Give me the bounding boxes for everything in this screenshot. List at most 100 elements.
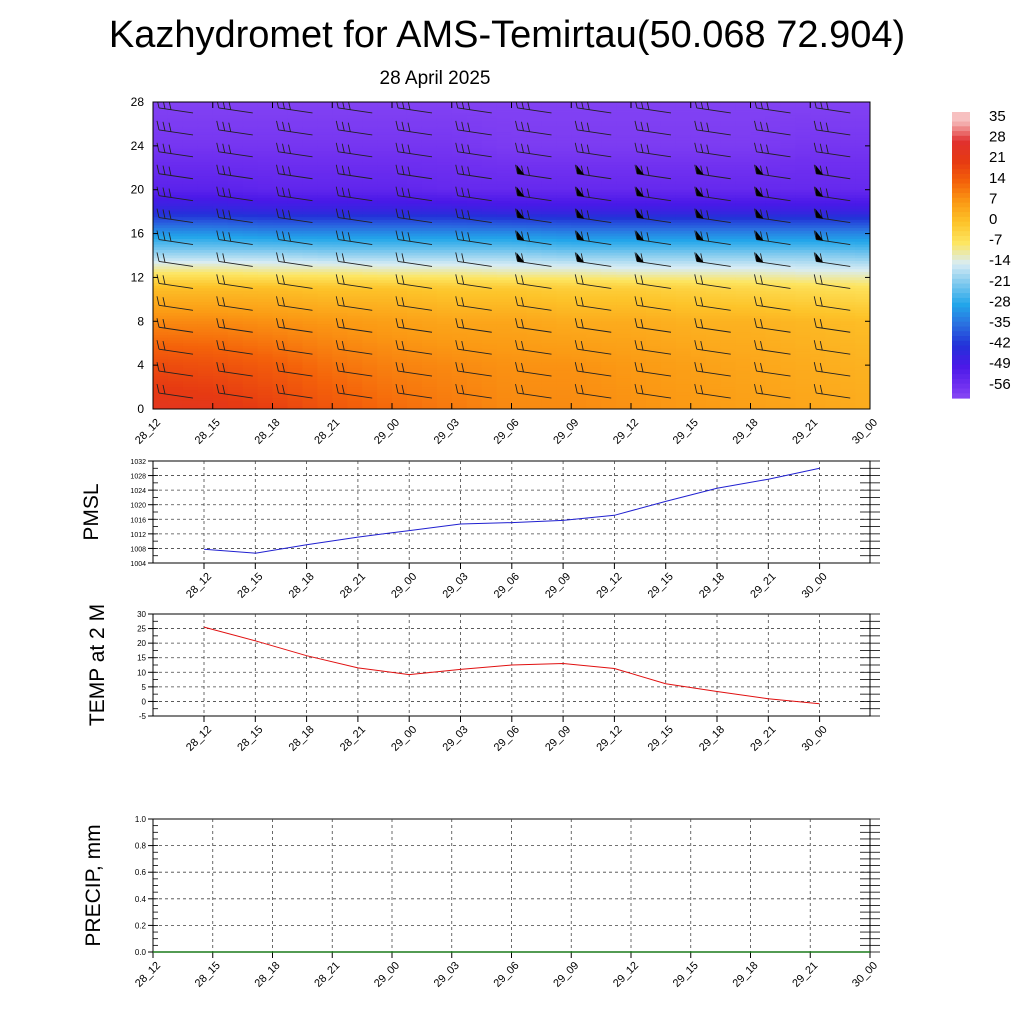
temperature-cell	[436, 195, 453, 199]
temperature-cell	[406, 222, 423, 226]
temperature-cell	[616, 112, 632, 117]
temperature-cell	[317, 280, 333, 284]
temperature-cell	[362, 148, 378, 152]
temperature-cell	[197, 112, 214, 117]
temperature-cell	[556, 376, 572, 380]
temperature-cell	[227, 340, 244, 344]
temperature-cell	[511, 280, 528, 284]
temperature-cell	[347, 222, 363, 226]
temperature-cell	[526, 140, 542, 144]
temperature-cell	[780, 208, 796, 213]
temperature-cell	[481, 332, 498, 336]
temperature-cell	[720, 381, 737, 385]
temperature-cell	[780, 381, 796, 385]
temperature-cell	[511, 373, 528, 377]
temperature-cell	[332, 239, 348, 243]
temperature-cell	[362, 340, 378, 344]
temperature-cell	[705, 143, 722, 147]
temperature-cell	[675, 115, 692, 120]
temperature-cell	[362, 370, 378, 374]
temperature-cell	[526, 154, 542, 158]
temperature-cell	[855, 274, 870, 279]
temperature-cell	[601, 293, 617, 298]
temperature-cell	[496, 274, 513, 279]
temperature-cell	[840, 126, 856, 131]
temperature-cell	[750, 145, 767, 150]
temperature-cell	[780, 104, 796, 109]
temperature-cell	[197, 211, 214, 215]
temperature-cell	[377, 206, 393, 210]
temperature-cell	[197, 345, 214, 350]
temperature-cell	[182, 233, 199, 237]
temperature-cell	[765, 104, 781, 109]
temperature-cell	[705, 359, 722, 363]
temperature-cell	[765, 258, 781, 262]
temperature-cell	[750, 151, 767, 155]
temperature-cell	[332, 293, 348, 298]
temperature-cell	[855, 211, 870, 215]
temperature-cell	[660, 343, 677, 347]
temperature-cell	[466, 260, 483, 265]
temperature-cell	[302, 337, 318, 342]
temperature-cell	[227, 244, 244, 248]
temperature-cell	[780, 148, 796, 152]
temperature-cell	[735, 126, 752, 131]
temperature-cell	[317, 271, 333, 276]
temperature-cell	[332, 359, 348, 363]
temperature-cell	[496, 107, 513, 111]
temperature-cell	[421, 118, 438, 122]
temperature-cell	[227, 241, 244, 246]
temperature-cell	[511, 244, 528, 248]
temperature-cell	[511, 118, 528, 122]
temperature-cell	[227, 329, 244, 333]
temperature-cell	[451, 206, 468, 210]
temperature-cell	[182, 132, 199, 136]
temperature-cell	[212, 189, 229, 194]
temperature-cell	[496, 225, 513, 229]
temperature-cell	[362, 378, 378, 383]
temperature-cell	[735, 348, 752, 353]
temperature-cell	[197, 208, 214, 213]
temperature-cell	[840, 310, 856, 314]
temperature-cell	[257, 206, 274, 210]
temperature-cell	[466, 329, 483, 333]
temperature-cell	[302, 132, 318, 136]
temperature-cell	[197, 351, 214, 355]
temperature-cell	[750, 178, 767, 183]
temperature-cell	[212, 376, 229, 380]
temperature-cell	[362, 313, 378, 317]
temperature-cell	[855, 118, 870, 122]
temperature-cell	[466, 252, 483, 257]
temperature-cell	[541, 239, 557, 243]
temperature-cell	[362, 263, 378, 268]
temperature-cell	[466, 104, 483, 109]
temperature-cell	[735, 291, 752, 295]
temperature-cell	[780, 351, 796, 355]
temperature-cell	[317, 293, 333, 298]
temperature-cell	[317, 173, 333, 177]
temperature-cell	[855, 228, 870, 232]
temperature-cell	[406, 217, 423, 221]
temperature-cell	[705, 241, 722, 246]
temperature-cell	[212, 208, 229, 213]
temperature-cell	[481, 107, 498, 111]
temperature-cell	[242, 370, 259, 374]
temperature-cell	[750, 137, 767, 141]
temperature-cell	[362, 376, 378, 380]
temperature-cell	[182, 282, 199, 287]
temperature-cell	[153, 217, 169, 221]
temperature-cell	[197, 384, 214, 388]
temperature-cell	[810, 337, 826, 342]
temperature-cell	[526, 354, 542, 358]
temperature-cell	[451, 233, 468, 237]
temperature-cell	[332, 134, 348, 139]
temperature-cell	[855, 258, 870, 262]
temperature-cell	[660, 376, 677, 380]
temperature-cell	[406, 313, 423, 317]
temperature-cell	[631, 302, 647, 306]
temperature-cell	[496, 266, 513, 270]
temperature-cell	[660, 236, 677, 240]
temperature-cell	[601, 381, 617, 385]
temperature-cell	[690, 217, 707, 221]
temperature-cell	[675, 222, 692, 226]
